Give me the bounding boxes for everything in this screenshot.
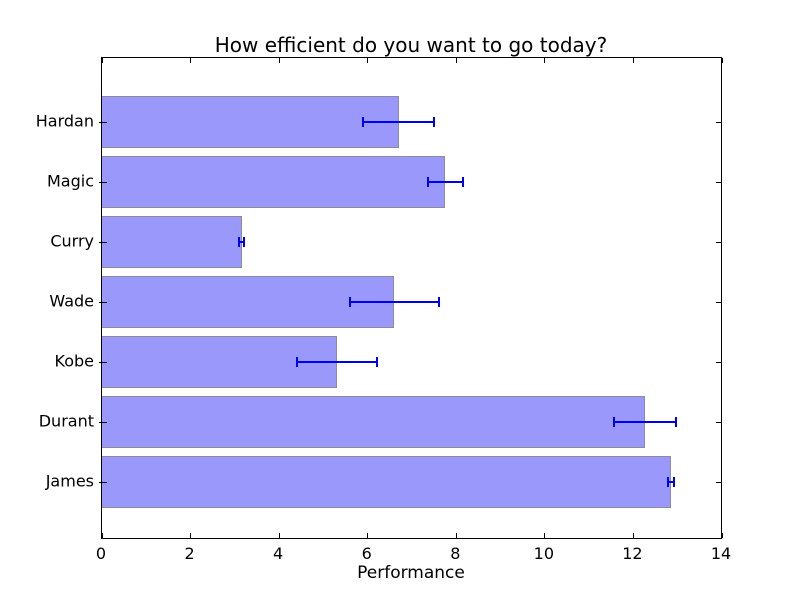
error-bar-durant [613, 421, 676, 423]
error-bar-kobe [296, 361, 377, 363]
y-tick-right [716, 121, 721, 123]
y-tick-left [99, 481, 107, 483]
error-cap-lo-wade [349, 297, 351, 307]
x-axis-label: Performance [357, 563, 465, 583]
x-tick-bottom [544, 533, 546, 538]
x-tick-top [278, 58, 280, 63]
x-tick-top [544, 58, 546, 63]
bar-james [102, 456, 672, 508]
x-tick-top [190, 58, 192, 63]
error-cap-hi-james [673, 477, 676, 487]
y-tick-label-durant: Durant [38, 411, 94, 431]
x-tick-top [101, 58, 103, 63]
error-cap-hi-kobe [375, 357, 378, 367]
y-tick-right [716, 181, 721, 183]
x-tick-top [367, 58, 369, 63]
error-cap-hi-hardan [433, 117, 436, 127]
y-tick-label-hardan: Hardan [35, 111, 94, 131]
y-tick-right [716, 361, 721, 363]
x-tick-bottom [278, 533, 280, 538]
x-tick-label-6: 6 [361, 544, 372, 563]
x-tick-bottom [632, 533, 634, 538]
plot-area [99, 57, 723, 539]
error-cap-hi-curry [242, 237, 245, 247]
y-tick-left [99, 361, 107, 363]
y-tick-label-wade: Wade [49, 291, 94, 311]
error-bar-magic [427, 181, 463, 183]
bar-durant [102, 396, 645, 448]
error-cap-lo-kobe [295, 357, 298, 367]
x-tick-label-14: 14 [710, 544, 732, 563]
error-bar-wade [350, 301, 439, 303]
y-tick-right [716, 241, 721, 243]
x-tick-label-8: 8 [450, 544, 461, 563]
bar-magic [102, 156, 446, 208]
y-tick-label-kobe: Kobe [54, 351, 94, 371]
x-tick-label-4: 4 [273, 544, 284, 563]
bar-hardan [102, 96, 399, 148]
x-tick-label-0: 0 [95, 544, 107, 563]
error-cap-lo-hardan [362, 117, 365, 127]
x-tick-label-12: 12 [622, 544, 643, 563]
y-tick-left [99, 421, 107, 423]
error-cap-lo-magic [426, 177, 429, 187]
y-tick-left [99, 181, 107, 183]
x-tick-top [632, 58, 634, 63]
y-tick-label-magic: Magic [46, 171, 94, 191]
y-tick-right [716, 481, 721, 483]
x-tick-bottom [455, 533, 457, 538]
error-cap-lo-durant [612, 417, 615, 427]
y-tick-left [99, 241, 107, 243]
x-tick-top [721, 58, 723, 63]
error-bar-hardan [363, 121, 435, 123]
x-tick-label-10: 10 [533, 544, 555, 563]
error-cap-lo-james [666, 477, 669, 487]
x-tick-bottom [101, 533, 103, 538]
y-tick-label-james: James [45, 471, 94, 491]
error-bar-james [667, 481, 675, 483]
y-tick-right [716, 301, 721, 303]
x-tick-top [455, 58, 457, 63]
error-cap-hi-wade [437, 297, 440, 307]
y-tick-right [716, 421, 721, 423]
y-tick-left [99, 301, 107, 303]
x-tick-bottom [190, 533, 192, 538]
x-tick-bottom [367, 533, 369, 538]
y-tick-left [99, 121, 107, 123]
bar-curry [102, 216, 242, 268]
error-cap-lo-curry [238, 237, 241, 247]
bar-wade [102, 276, 395, 328]
x-tick-label-2: 2 [184, 544, 195, 563]
chart-title: How efficient do you want to go today? [214, 33, 608, 57]
error-cap-hi-magic [461, 177, 464, 187]
y-tick-label-curry: Curry [50, 231, 94, 251]
error-bar-curry [239, 241, 244, 243]
error-cap-hi-durant [674, 417, 677, 427]
x-tick-bottom [721, 533, 723, 538]
